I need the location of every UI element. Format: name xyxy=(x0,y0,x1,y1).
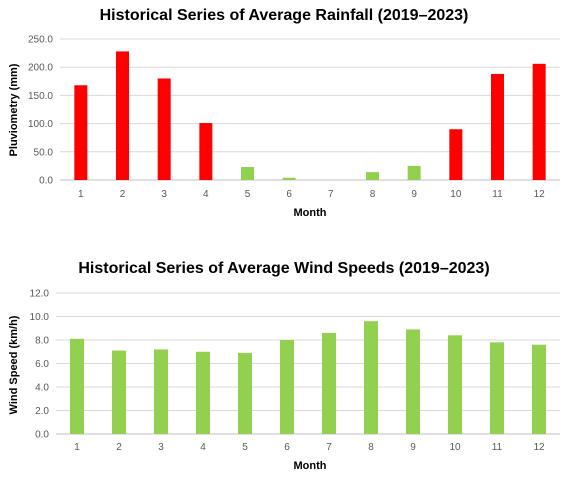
rainfall-bar-month-9 xyxy=(407,165,421,180)
rainfall-bar-month-6 xyxy=(282,177,296,180)
wind-speed-y-tick-label: 0.0 xyxy=(35,430,49,441)
wind-speed-y-tick-label: 8.0 xyxy=(35,336,49,347)
rainfall-x-tick-label: 1 xyxy=(78,189,84,200)
wind-speed-bar-month-1 xyxy=(70,338,84,434)
wind-speed-bar-month-4 xyxy=(196,351,210,434)
wind-speed-x-tick-label: 12 xyxy=(533,442,545,453)
wind-speed-bar-month-2 xyxy=(112,350,126,434)
rainfall-y-axis-title: Pluviometry (mm) xyxy=(8,63,20,156)
wind-speed-x-tick-label: 6 xyxy=(284,442,290,453)
wind-speed-y-axis-title: Wind Speed (km/h) xyxy=(8,315,20,414)
wind-speed-bar-month-8 xyxy=(364,321,378,434)
wind-speed-x-tick-label: 9 xyxy=(410,442,416,453)
rainfall-y-tick-label: 50.0 xyxy=(34,147,54,158)
wind-speed-x-axis-title: Month xyxy=(294,460,327,472)
rainfall-x-tick-label: 7 xyxy=(328,189,334,200)
wind-speed-bar-month-10 xyxy=(448,335,462,434)
wind-speed-chart: Historical Series of Average Wind Speeds… xyxy=(8,260,560,472)
rainfall-x-tick-label: 4 xyxy=(203,189,209,200)
wind-speed-x-tick-label: 3 xyxy=(158,442,164,453)
rainfall-y-tick-label: 250.0 xyxy=(28,35,53,46)
rainfall-x-tick-label: 2 xyxy=(120,189,126,200)
wind-speed-bar-month-11 xyxy=(490,342,504,434)
wind-speed-y-tick-label: 6.0 xyxy=(35,359,49,370)
wind-speed-x-tick-label: 2 xyxy=(116,442,122,453)
wind-speed-x-tick-label: 5 xyxy=(242,442,248,453)
wind-speed-y-tick-label: 2.0 xyxy=(35,406,49,417)
rainfall-x-tick-label: 5 xyxy=(245,189,251,200)
wind-speed-y-tick-label: 12.0 xyxy=(30,289,50,300)
wind-speed-bar-month-5 xyxy=(238,352,252,434)
rainfall-y-tick-label: 0.0 xyxy=(39,176,53,187)
wind-speed-bar-month-12 xyxy=(532,344,546,434)
rainfall-y-tick-label: 200.0 xyxy=(28,63,53,74)
rainfall-bar-month-2 xyxy=(116,51,129,180)
rainfall-bar-month-8 xyxy=(366,172,379,180)
rainfall-x-tick-label: 12 xyxy=(534,189,546,200)
rainfall-y-tick-label: 100.0 xyxy=(28,119,53,130)
rainfall-bar-month-12 xyxy=(532,63,546,180)
rainfall-bar-month-4 xyxy=(199,123,213,180)
rainfall-bar-month-1 xyxy=(74,85,88,180)
wind-speed-x-tick-label: 1 xyxy=(74,442,80,453)
rainfall-x-tick-label: 11 xyxy=(492,189,503,200)
rainfall-bar-month-5 xyxy=(241,167,254,180)
rainfall-chart-title: Historical Series of Average Rainfall (2… xyxy=(100,7,469,24)
rainfall-x-axis-title: Month xyxy=(294,207,327,219)
wind-speed-x-tick-label: 10 xyxy=(449,442,461,453)
wind-speed-y-tick-label: 10.0 xyxy=(30,312,50,323)
wind-speed-bar-month-3 xyxy=(154,349,168,434)
wind-speed-y-tick-label: 4.0 xyxy=(35,383,49,394)
rainfall-x-tick-label: 3 xyxy=(161,189,167,200)
wind-speed-bar-month-6 xyxy=(280,340,294,434)
rainfall-bar-month-3 xyxy=(157,78,171,180)
wind-speed-bar-month-9 xyxy=(406,329,420,434)
wind-speed-x-tick-label: 4 xyxy=(200,442,206,453)
rainfall-x-tick-label: 8 xyxy=(370,189,376,200)
rainfall-x-tick-label: 6 xyxy=(286,189,292,200)
wind-speed-x-tick-label: 11 xyxy=(492,442,503,453)
wind-speed-x-tick-label: 7 xyxy=(326,442,332,453)
rainfall-x-tick-label: 10 xyxy=(450,189,462,200)
wind-speed-bar-month-7 xyxy=(322,332,336,434)
rainfall-bar-month-11 xyxy=(491,73,504,180)
rainfall-bar-month-10 xyxy=(449,129,463,180)
rainfall-chart: Historical Series of Average Rainfall (2… xyxy=(8,7,560,219)
wind-speed-x-tick-label: 8 xyxy=(368,442,374,453)
wind-speed-chart-title: Historical Series of Average Wind Speeds… xyxy=(78,260,489,277)
rainfall-x-tick-label: 9 xyxy=(411,189,417,200)
rainfall-y-tick-label: 150.0 xyxy=(28,91,53,102)
